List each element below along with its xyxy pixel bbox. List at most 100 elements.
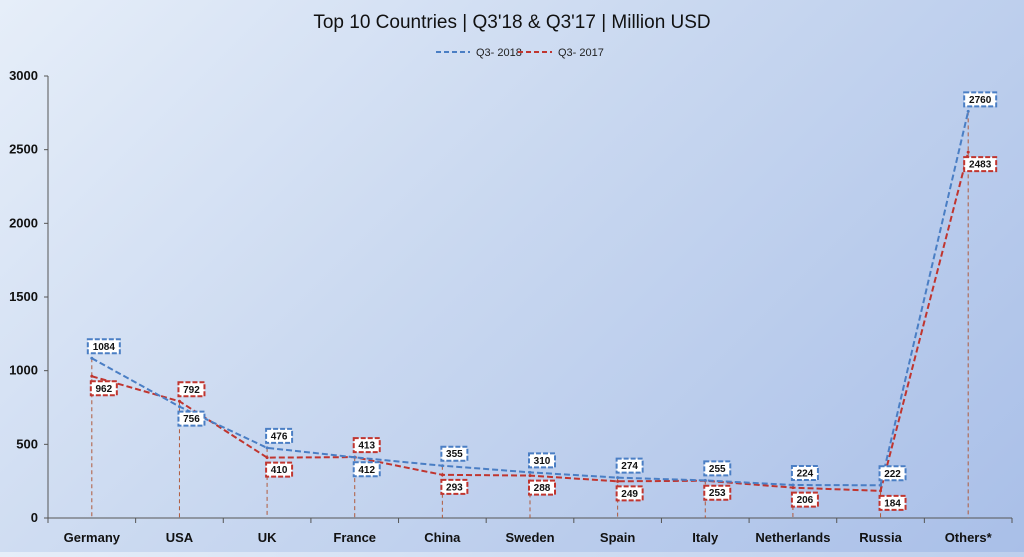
axes: 0 500 1000 1500 2000 2500 3000 Germany USA UK Fran… xyxy=(9,68,1013,545)
data-label-box xyxy=(440,478,469,495)
data-label-2018: 355 xyxy=(440,445,469,462)
series-lines xyxy=(90,109,970,493)
data-label-2018: 224 xyxy=(790,464,819,481)
legend: Q3- 2018 Q3- 2017 xyxy=(436,47,604,59)
y-tick-label: 1000 xyxy=(9,363,38,378)
data-label-box xyxy=(265,461,294,478)
series-line-2018 xyxy=(91,111,970,487)
data-point-2018 xyxy=(528,470,532,474)
data-point-2018 xyxy=(616,476,620,480)
data-label-text: 224 xyxy=(797,468,814,479)
data-label-text: 413 xyxy=(358,441,375,452)
data-label-box xyxy=(440,445,469,462)
data-label-text: 476 xyxy=(271,431,288,442)
data-label-2017: 293 xyxy=(440,478,469,495)
legend-label-2017: Q3- 2017 xyxy=(558,47,604,59)
data-label-2018: 222 xyxy=(878,465,907,482)
data-label-text: 355 xyxy=(446,449,463,460)
data-label-text: 792 xyxy=(183,385,200,396)
data-label-box xyxy=(177,410,206,427)
data-label-2017: 253 xyxy=(703,484,732,501)
data-point-2017 xyxy=(177,399,181,403)
y-tick-label: 2500 xyxy=(9,142,38,157)
data-label-text: 293 xyxy=(446,482,463,493)
data-label-2018: 476 xyxy=(265,427,294,444)
data-labels: 1084 962 756 792 476 410 412 413 355 293 310 288 274… xyxy=(86,91,998,511)
x-tick-label: USA xyxy=(166,530,194,545)
data-label-2017: 249 xyxy=(615,485,644,502)
y-tick-label: 500 xyxy=(16,436,38,451)
data-label-text: 2483 xyxy=(969,160,992,171)
data-label-text: 2760 xyxy=(969,95,992,106)
x-tick-label: Russia xyxy=(859,530,902,545)
data-label-text: 206 xyxy=(797,495,814,506)
data-label-box xyxy=(265,427,294,444)
data-point-2018 xyxy=(440,464,444,468)
data-label-text: 756 xyxy=(183,414,200,425)
x-tick-label: France xyxy=(333,530,376,545)
data-label-box xyxy=(352,437,381,454)
data-point-2017 xyxy=(879,489,883,493)
data-point-2018 xyxy=(791,483,795,487)
data-point-2018 xyxy=(90,356,94,360)
data-label-box xyxy=(615,457,644,474)
x-tick-label: Germany xyxy=(64,530,121,545)
data-point-2018 xyxy=(966,109,970,113)
data-point-2018 xyxy=(879,483,883,487)
data-label-box xyxy=(963,156,998,173)
data-point-2017 xyxy=(90,374,94,378)
data-point-2017 xyxy=(616,479,620,483)
data-label-2017: 410 xyxy=(265,461,294,478)
data-label-box xyxy=(86,338,121,355)
data-label-text: 410 xyxy=(271,465,288,476)
data-label-box xyxy=(615,485,644,502)
series-line-2017 xyxy=(91,151,970,492)
data-label-text: 222 xyxy=(884,469,901,480)
data-label-box xyxy=(963,91,998,108)
data-label-2018: 274 xyxy=(615,457,644,474)
data-point-2018 xyxy=(353,455,357,459)
data-label-box xyxy=(878,465,907,482)
y-tick-label: 1500 xyxy=(9,289,38,304)
data-label-text: 255 xyxy=(709,464,726,475)
data-label-box xyxy=(790,464,819,481)
data-point-2017 xyxy=(528,474,532,478)
x-tick-label: UK xyxy=(258,530,277,545)
data-label-text: 310 xyxy=(534,456,551,467)
data-label-2018: 255 xyxy=(703,460,732,477)
data-label-2017: 288 xyxy=(528,479,556,496)
data-label-text: 249 xyxy=(621,489,638,500)
data-label-text: 288 xyxy=(534,483,551,494)
data-label-2017: 413 xyxy=(352,437,381,454)
data-label-box xyxy=(878,494,907,511)
y-tick-label: 2000 xyxy=(9,215,38,230)
data-label-box xyxy=(703,484,732,501)
x-tick-label: Netherlands xyxy=(755,530,830,545)
data-label-box xyxy=(352,461,381,478)
data-label-2018: 412 xyxy=(352,461,381,478)
legend-label-2018: Q3- 2018 xyxy=(476,47,522,59)
data-point-2017 xyxy=(966,150,970,154)
data-label-box xyxy=(528,479,556,496)
data-label-text: 274 xyxy=(621,461,638,472)
data-label-box xyxy=(177,381,206,398)
data-label-text: 253 xyxy=(709,488,726,499)
data-label-2017: 206 xyxy=(790,491,819,508)
data-label-text: 962 xyxy=(95,384,112,395)
data-label-2018: 756 xyxy=(177,410,206,427)
data-label-2017: 2483 xyxy=(963,156,998,173)
y-tick-label: 0 xyxy=(31,510,38,525)
data-label-box xyxy=(89,380,118,397)
data-label-2017: 962 xyxy=(89,380,118,397)
data-label-2017: 184 xyxy=(878,494,907,511)
data-label-2018: 310 xyxy=(528,452,556,469)
data-label-box xyxy=(528,452,556,469)
data-label-text: 412 xyxy=(358,465,375,476)
data-label-text: 1084 xyxy=(93,342,116,353)
x-tick-label: Spain xyxy=(600,530,635,545)
x-tick-label: Italy xyxy=(692,530,719,545)
data-point-2017 xyxy=(791,486,795,490)
x-tick-label: Sweden xyxy=(505,530,554,545)
